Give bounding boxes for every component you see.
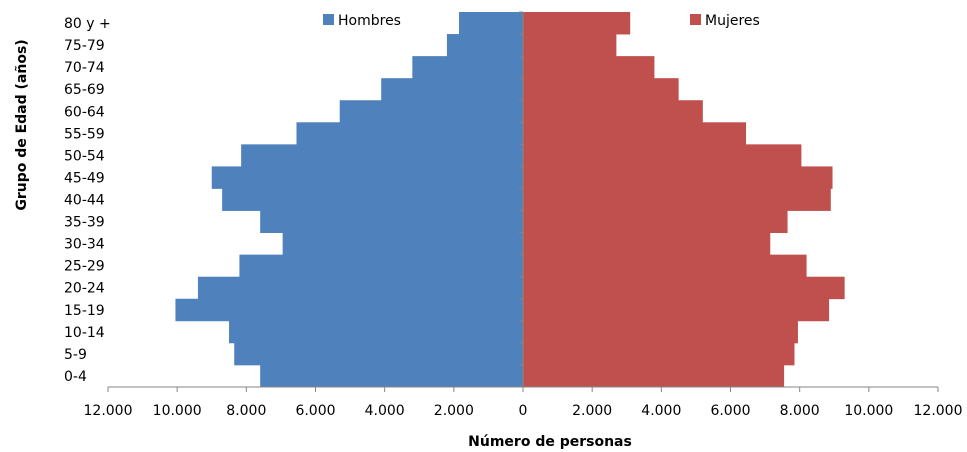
x-tick-label: 10.000 xyxy=(844,403,893,419)
y-tick-label: 20-24 xyxy=(64,281,105,297)
y-tick-label: 75-79 xyxy=(64,38,105,54)
y-tick-label: 15-19 xyxy=(64,303,105,319)
y-tick-label: 70-74 xyxy=(64,60,105,76)
bar-hombres-5-9 xyxy=(234,342,524,366)
x-axis-title: Número de personas xyxy=(468,434,632,450)
x-tick-label: 4.000 xyxy=(641,403,681,419)
bar-mujeres-25-29 xyxy=(523,254,807,278)
legend-label: Hombres xyxy=(338,13,401,29)
bar-hombres-80-y-+ xyxy=(459,12,523,35)
bar-mujeres-50-54 xyxy=(523,144,802,167)
y-tick-labels: 0-4 5-9 10-14 15-19 20-24 25-29 30-34 35-39 40-4… xyxy=(64,16,111,385)
legend-swatch xyxy=(323,14,334,25)
x-tick-label: 6.000 xyxy=(295,403,335,419)
bar-hombres-65-69 xyxy=(381,78,523,101)
y-tick-label: 40-44 xyxy=(64,193,105,209)
bar-mujeres-70-74 xyxy=(523,56,655,79)
bar-mujeres-30-34 xyxy=(523,232,771,256)
bar-hombres-40-44 xyxy=(222,188,524,211)
bar-hombres-25-29 xyxy=(239,254,524,278)
x-tick-label: 8.000 xyxy=(780,403,820,419)
y-tick-label: 10-14 xyxy=(64,325,105,341)
bar-mujeres-80-y-+ xyxy=(523,12,631,35)
x-tick-label: 8.000 xyxy=(226,403,266,419)
x-tick-label: 0 xyxy=(519,403,528,419)
bar-mujeres-65-69 xyxy=(523,78,679,101)
axes-layer xyxy=(107,11,939,392)
bar-mujeres-75-79 xyxy=(523,34,617,57)
x-tick-label: 12.000 xyxy=(84,403,133,419)
y-tick-label: 55-59 xyxy=(64,126,105,142)
y-axis-title: Grupo de Edad (años) xyxy=(14,39,30,210)
bar-mujeres-20-24 xyxy=(523,276,845,300)
bar-hombres-10-14 xyxy=(229,320,524,344)
bar-mujeres-35-39 xyxy=(523,210,788,233)
bar-hombres-30-34 xyxy=(282,232,523,256)
bar-hombres-75-79 xyxy=(446,34,523,57)
bar-mujeres-40-44 xyxy=(523,188,831,211)
y-tick-label: 80 y + xyxy=(64,16,111,32)
y-tick-label: 30-34 xyxy=(64,237,105,253)
bar-hombres-15-19 xyxy=(175,298,523,322)
bar-mujeres-60-64 xyxy=(523,100,703,123)
bar-hombres-60-64 xyxy=(339,100,523,123)
bar-mujeres-10-14 xyxy=(523,320,798,344)
bars-layer xyxy=(175,12,845,388)
y-tick-label: 5-9 xyxy=(64,347,87,363)
bar-mujeres-5-9 xyxy=(523,342,795,366)
bar-mujeres-55-59 xyxy=(523,122,747,145)
bar-hombres-35-39 xyxy=(260,210,523,233)
bar-hombres-70-74 xyxy=(412,56,523,79)
y-tick-label: 60-64 xyxy=(64,104,105,120)
y-tick-label: 45-49 xyxy=(64,170,105,186)
x-tick-label: 6.000 xyxy=(710,403,750,419)
y-tick-label: 0-4 xyxy=(64,369,87,385)
bar-hombres-20-24 xyxy=(197,276,524,300)
legend: Hombres Mujeres xyxy=(323,13,760,29)
bar-hombres-45-49 xyxy=(211,166,523,189)
bar-mujeres-15-19 xyxy=(523,298,830,322)
x-tick-label: 2.000 xyxy=(434,403,474,419)
x-tick-label: 12.000 xyxy=(914,403,963,419)
y-tick-label: 35-39 xyxy=(64,215,105,231)
bar-mujeres-45-49 xyxy=(523,166,833,189)
x-tick-label: 4.000 xyxy=(365,403,405,419)
y-tick-label: 65-69 xyxy=(64,82,105,98)
x-tick-labels: 12.000 10.000 8.000 6.000 4.000 2.000 0 2.000 4.… xyxy=(84,403,963,419)
bar-hombres-55-59 xyxy=(296,122,523,145)
legend-swatch xyxy=(690,14,701,25)
bar-mujeres-0-4 xyxy=(523,364,785,388)
legend-label: Mujeres xyxy=(705,13,760,29)
y-tick-label: 50-54 xyxy=(64,148,105,164)
bar-hombres-50-54 xyxy=(241,144,523,167)
x-tick-label: 2.000 xyxy=(572,403,612,419)
x-tick-label: 10.000 xyxy=(153,403,202,419)
y-tick-label: 25-29 xyxy=(64,259,105,275)
bar-hombres-0-4 xyxy=(260,364,523,388)
